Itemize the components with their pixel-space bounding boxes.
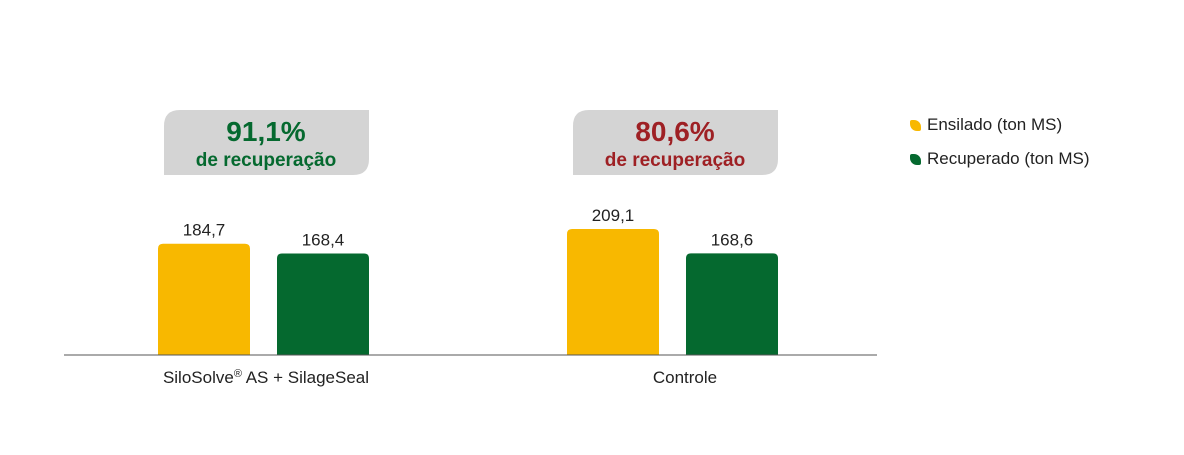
data-label-recuperado-1: 168,6 <box>711 230 754 249</box>
legend-swatch-ensilado <box>910 119 921 131</box>
bar-ensilado-0 <box>158 243 250 355</box>
recovery-value-1: 80,6% <box>635 116 714 147</box>
recovery-text-0: de recuperação <box>196 150 336 171</box>
data-label-ensilado-0: 184,7 <box>183 221 226 240</box>
legend-swatch-recuperado <box>910 153 921 165</box>
legend-item-ensilado: Ensilado (ton MS) <box>910 108 1090 142</box>
bar-recuperado-0 <box>277 253 369 355</box>
bar-ensilado-1 <box>567 229 659 355</box>
category-label-1: Controle <box>653 368 717 387</box>
category-label-0: SiloSolve® AS + SilageSeal <box>163 368 369 387</box>
bar-recuperado-1 <box>686 253 778 355</box>
legend-label-recuperado: Recuperado (ton MS) <box>927 149 1090 168</box>
data-label-ensilado-1: 209,1 <box>592 206 635 225</box>
recovery-badge-0 <box>164 110 369 175</box>
legend-label-ensilado: Ensilado (ton MS) <box>927 115 1063 134</box>
recovery-value-0: 91,1% <box>226 116 305 147</box>
legend: Ensilado (ton MS) Recuperado (ton MS) <box>910 108 1090 176</box>
data-label-recuperado-0: 168,4 <box>302 231 345 250</box>
recovery-text-1: de recuperação <box>605 150 745 171</box>
legend-item-recuperado: Recuperado (ton MS) <box>910 142 1090 176</box>
recovery-badge-1 <box>573 110 778 175</box>
